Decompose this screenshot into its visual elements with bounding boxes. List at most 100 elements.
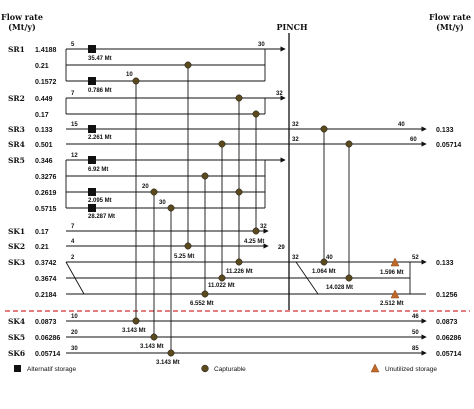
source-label-sk4: SK4 — [8, 317, 25, 326]
left-flow-unit: (Mt/y) — [8, 22, 36, 32]
flow-value: 0.05714 — [35, 351, 60, 358]
mt-label: 1.596 Mt — [380, 270, 404, 276]
legend: Alternatif storage Capturable Unutilized… — [14, 363, 437, 373]
capturable-node — [167, 349, 175, 357]
temp-label: 32 — [292, 255, 299, 261]
legend-unutilized-marker — [370, 363, 380, 373]
flow-value: 0.06286 — [436, 335, 461, 342]
flow-value: 0.2619 — [35, 190, 57, 197]
left-flow-title: Flow rate — [1, 12, 43, 22]
temp-label: 15 — [71, 122, 78, 128]
capturable-node — [218, 140, 226, 148]
temp-label: 32 — [276, 91, 283, 97]
temp-label: 10 — [126, 72, 133, 78]
temp-label: 40 — [398, 122, 405, 128]
temp-label: 60 — [410, 137, 417, 143]
stream-lines — [65, 46, 427, 356]
capturable-node — [252, 110, 260, 118]
legend-alternatif-marker — [14, 365, 21, 372]
flow-value: 0.1256 — [436, 292, 458, 299]
source-label-sr4: SR4 — [8, 140, 25, 149]
flow-value: 0.21 — [35, 63, 49, 70]
capturable-node — [201, 172, 209, 180]
temp-label: 12 — [71, 153, 78, 159]
capturable-node — [132, 317, 140, 325]
flow-value: 0.1572 — [35, 79, 57, 86]
mt-label: 2.512 Mt — [380, 301, 404, 307]
mt-label: 1.064 Mt — [312, 269, 336, 275]
source-label-sk1: SK1 — [8, 227, 25, 236]
flow-value: 0.2184 — [35, 292, 57, 299]
capturable-node — [320, 125, 328, 133]
temp-label: 4 — [71, 239, 75, 245]
capturable-node — [132, 77, 140, 85]
mt-label: 2.095 Mt — [88, 198, 112, 204]
flow-value: 0.5715 — [35, 206, 57, 213]
alternatif-storage-node — [88, 188, 96, 196]
flow-value: 0.346 — [35, 158, 53, 165]
flow-value: 0.133 — [35, 127, 53, 134]
flow-value: 0.3674 — [35, 276, 57, 283]
flow-value: 0.05714 — [436, 351, 461, 358]
mt-label: 4.25 Mt — [244, 239, 264, 245]
temp-label: 10 — [71, 314, 78, 320]
temp-label: 7 — [71, 91, 75, 97]
capturable-node — [184, 242, 192, 250]
temp-label: 85 — [412, 346, 419, 352]
source-label-sk6: SK6 — [8, 349, 25, 358]
alternatif-storage-node — [88, 125, 96, 133]
mt-label: 6.92 Mt — [88, 167, 108, 173]
alternatif-storage-node — [88, 45, 96, 53]
capturable-nodes — [132, 61, 353, 357]
flow-value: 0.3742 — [35, 260, 57, 267]
temp-label: 40 — [326, 255, 333, 261]
source-label-sr2: SR2 — [8, 94, 25, 103]
temp-label: 20 — [71, 330, 78, 336]
temp-label: 7 — [71, 224, 75, 230]
right-flow-unit: (Mt/y) — [436, 22, 464, 32]
capturable-node — [252, 227, 260, 235]
pinch-label: PINCH — [277, 22, 308, 32]
mt-label: 11.022 Mt — [208, 283, 235, 289]
temp-label: 32 — [292, 137, 299, 143]
unutilized-storage-node — [390, 257, 400, 267]
source-label-sr5: SR5 — [8, 156, 25, 165]
flow-value: 0.21 — [35, 244, 49, 251]
mt-label: 6.552 Mt — [190, 301, 214, 307]
temp-label: 52 — [412, 255, 419, 261]
source-label-sr3: SR3 — [8, 125, 25, 134]
legend-alternatif-label: Alternatif storage — [27, 366, 77, 373]
legend-unutilized-label: Unutilized storage — [385, 366, 437, 373]
temp-label: 5 — [71, 42, 75, 48]
flow-value: 0.133 — [436, 127, 454, 134]
flow-value: 0.05714 — [436, 142, 461, 149]
flow-value: 1.4188 — [35, 47, 57, 54]
mt-label: 11.226 Mt — [226, 269, 253, 275]
capturable-node — [184, 61, 192, 69]
capturable-node — [345, 140, 353, 148]
temp-label: 32 — [260, 224, 267, 230]
capturable-node — [218, 274, 226, 282]
flow-value: 0.133 — [436, 260, 454, 267]
capturable-node — [201, 290, 209, 298]
mt-label: 28.287 Mt — [88, 214, 115, 220]
source-label-sk3: SK3 — [8, 258, 25, 267]
source-label-sr1: SR1 — [8, 45, 25, 54]
mt-label: 3.143 Mt — [156, 360, 180, 366]
flow-value: 0.17 — [35, 229, 49, 236]
flow-value: 0.0873 — [436, 319, 458, 326]
unutilized-storage-node — [390, 289, 400, 299]
flow-value: 0.06286 — [35, 335, 60, 342]
alternatif-storage-node — [88, 77, 96, 85]
connector-lines — [135, 65, 350, 353]
temp-label: 30 — [159, 200, 166, 206]
alternatif-storage-node — [88, 156, 96, 164]
source-label-sk2: SK2 — [8, 242, 25, 251]
temp-label: 30 — [258, 42, 265, 48]
flow-value: 0.0873 — [35, 319, 57, 326]
temp-label: 30 — [71, 346, 78, 352]
temp-label: 20 — [142, 184, 149, 190]
temp-label: 32 — [292, 122, 299, 128]
temp-label: 2 — [71, 255, 75, 261]
